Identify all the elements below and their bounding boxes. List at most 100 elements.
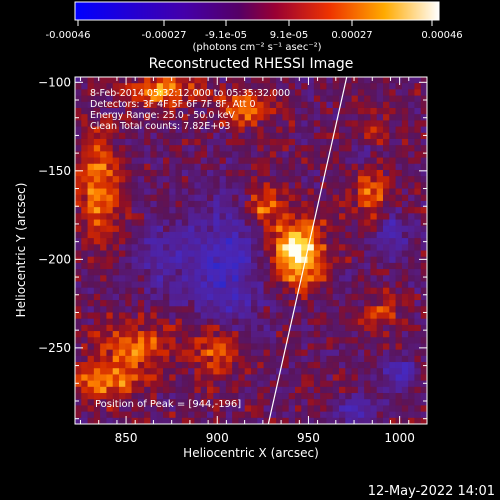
heatmap-cell [100,306,107,313]
heatmap-cell [332,188,340,196]
heatmap-cell [263,405,271,413]
heatmap-cell [169,138,176,146]
heatmap-cell [339,169,346,177]
heatmap-cell [188,101,195,109]
heatmap-cell [408,176,415,183]
heatmap-cell [370,132,378,140]
heatmap-cell [389,89,396,96]
heatmap-cell [163,213,170,220]
heatmap-cell [188,114,195,121]
heatmap-cell [376,176,384,183]
heatmap-cell [150,120,158,127]
heatmap-cell [100,380,107,388]
heatmap-cell [119,262,126,270]
heatmap-cell [383,89,390,96]
heatmap-cell [194,374,202,382]
heatmap-cell [238,287,246,295]
heatmap-cell [339,393,346,400]
heatmap-cell [244,219,252,227]
heatmap-cell [332,306,340,313]
heatmap-cell [119,77,126,84]
heatmap-cell [106,337,114,344]
heatmap-cell [357,411,365,419]
heatmap-cell [282,281,290,289]
heatmap-cell [156,169,164,177]
heatmap-cell [389,231,396,239]
heatmap-cell [307,225,315,233]
heatmap-cell [137,393,145,400]
heatmap-cell [213,107,220,115]
heatmap-cell [156,417,164,424]
heatmap-cell [295,207,302,214]
heatmap-cell [200,83,208,90]
heatmap-cell [420,386,427,394]
heatmap-cell [357,95,365,103]
heatmap-cell [370,163,378,171]
heatmap-cell [181,331,189,338]
heatmap-cell [81,287,88,295]
heatmap-cell [150,349,158,357]
heatmap-cell [351,225,359,233]
heatmap-cell [200,405,208,413]
heatmap-cell [207,411,214,419]
heatmap-cell [401,138,409,146]
heatmap-cell [383,238,390,245]
heatmap-cell [395,157,403,165]
heatmap-cell [219,331,227,338]
heatmap-cell [307,132,315,140]
heatmap-cell [408,269,415,276]
heatmap-cell [395,145,403,152]
heatmap-cell [144,324,151,332]
heatmap-image [75,77,427,424]
heatmap-cell [93,312,101,320]
heatmap-cell [106,244,114,251]
heatmap-cell [420,200,427,208]
heatmap-cell [194,386,202,394]
heatmap-cell [100,405,107,413]
heatmap-cell [238,132,246,140]
heatmap-cell [414,312,422,320]
heatmap-cell [383,399,390,406]
heatmap-cell [169,194,176,202]
heatmap-cell [288,337,296,344]
heatmap-cell [251,281,258,289]
heatmap-cell [181,293,189,301]
heatmap-cell [263,138,271,146]
heatmap-cell [75,126,82,134]
heatmap-cell [137,281,145,289]
heatmap-cell [106,95,114,103]
heatmap-cell [163,343,170,351]
heatmap-cell [150,355,158,363]
heatmap-cell [282,368,290,375]
heatmap-cell [100,114,107,121]
heatmap-cell [395,417,403,424]
heatmap-cell [106,250,114,258]
heatmap-cell [225,114,233,121]
heatmap-cell [276,213,283,220]
heatmap-cell [93,238,101,245]
heatmap-cell [395,355,403,363]
heatmap-cell [332,362,340,369]
heatmap-cell [395,380,403,388]
heatmap-cell [357,250,365,258]
heatmap-cell [401,362,409,369]
heatmap-cell [207,83,214,90]
heatmap-cell [137,163,145,171]
heatmap-cell [238,213,246,220]
heatmap-cell [420,337,427,344]
heatmap-cell [295,169,302,177]
heatmap-cell [93,83,101,90]
heatmap-cell [219,337,227,344]
heatmap-cell [307,269,315,276]
heatmap-cell [106,393,114,400]
heatmap-cell [376,151,384,158]
heatmap-cell [200,126,208,134]
heatmap-cell [307,262,315,270]
heatmap-cell [295,231,302,239]
heatmap-cell [414,349,422,357]
heatmap-cell [194,250,202,258]
heatmap-cell [75,200,82,208]
heatmap-cell [137,405,145,413]
heatmap-cell [320,368,327,375]
heatmap-cell [181,256,189,264]
